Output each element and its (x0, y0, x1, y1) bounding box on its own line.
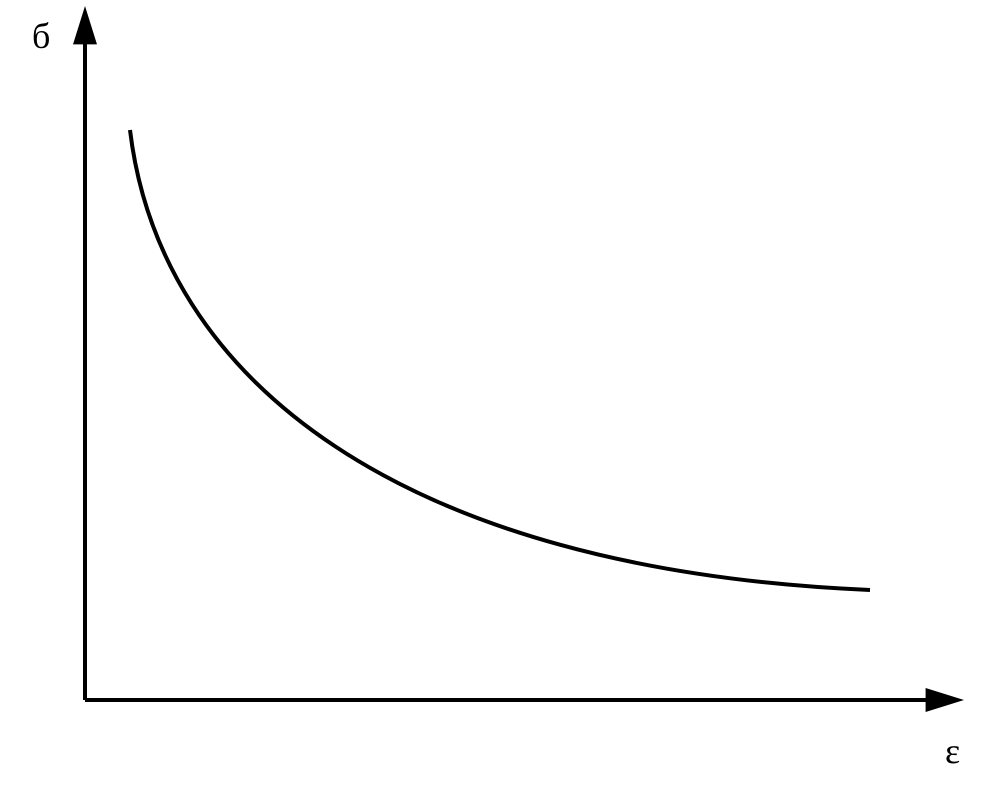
x-axis-label: ε (945, 730, 960, 772)
stress-strain-diagram: б ε (0, 0, 988, 807)
y-axis-label: б (32, 15, 50, 57)
chart-svg (0, 0, 988, 807)
